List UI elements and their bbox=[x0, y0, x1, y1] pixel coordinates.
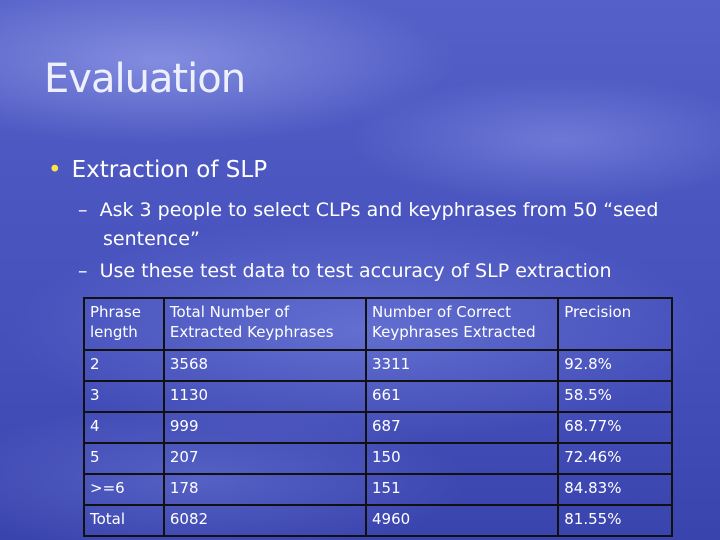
table-cell: 6082 bbox=[162, 504, 368, 537]
table-cell: 999 bbox=[162, 411, 368, 444]
bullet: • Extraction of SLP bbox=[48, 157, 268, 183]
table-cell: 3568 bbox=[162, 349, 368, 382]
table-cell: 5 bbox=[83, 442, 165, 475]
header-cell: Phrase length bbox=[83, 297, 165, 351]
table-cell: 4 bbox=[83, 411, 165, 444]
sub-bullet-text: Use these test data to test accuracy of … bbox=[99, 260, 612, 282]
table-cell: Total bbox=[83, 504, 165, 537]
table-cell: 81.55% bbox=[557, 504, 673, 537]
results-table: Phrase length Total Number of Extracted K… bbox=[83, 297, 673, 537]
table-cell: 150 bbox=[365, 442, 560, 475]
table-cell: 3 bbox=[83, 380, 165, 413]
bullet-text: Extraction of SLP bbox=[71, 157, 268, 183]
table-cell: 84.83% bbox=[557, 473, 673, 506]
table-cell: 92.8% bbox=[557, 349, 673, 382]
table-cell: >=6 bbox=[83, 473, 165, 506]
table-cell: 4960 bbox=[365, 504, 560, 537]
table-row: Phrase length Total Number of Extracted K… bbox=[83, 297, 673, 351]
table-cell: 661 bbox=[365, 380, 560, 413]
table-row: 5 207 150 72.46% bbox=[83, 442, 673, 475]
table-row: 2 3568 3311 92.8% bbox=[83, 349, 673, 382]
header-cell: Precision bbox=[557, 297, 673, 351]
table-cell: 2 bbox=[83, 349, 165, 382]
sub-bullet: – Use these test data to test accuracy o… bbox=[78, 260, 612, 282]
table-row: Total 6082 4960 81.55% bbox=[83, 504, 673, 537]
table-cell: 58.5% bbox=[557, 380, 673, 413]
table-cell: 178 bbox=[162, 473, 368, 506]
header-cell: Number of Correct Keyphrases Extracted bbox=[365, 297, 560, 351]
table-cell: 1130 bbox=[162, 380, 368, 413]
header-cell: Total Number of Extracted Keyphrases bbox=[162, 297, 368, 351]
table-cell: 68.77% bbox=[557, 411, 673, 444]
table-cell: 3311 bbox=[365, 349, 560, 382]
table-row: 4 999 687 68.77% bbox=[83, 411, 673, 444]
table-row: 3 1130 661 58.5% bbox=[83, 380, 673, 413]
table-cell: 207 bbox=[162, 442, 368, 475]
slide-title: Evaluation bbox=[44, 56, 246, 102]
sub-bullet-text: Ask 3 people to select CLPs and keyphras… bbox=[99, 199, 659, 250]
table-cell: 72.46% bbox=[557, 442, 673, 475]
table-cell: 151 bbox=[365, 473, 560, 506]
table-cell: 687 bbox=[365, 411, 560, 444]
table-row: >=6 178 151 84.83% bbox=[83, 473, 673, 506]
sub-bullet: – Ask 3 people to select CLPs and keyphr… bbox=[78, 199, 659, 250]
